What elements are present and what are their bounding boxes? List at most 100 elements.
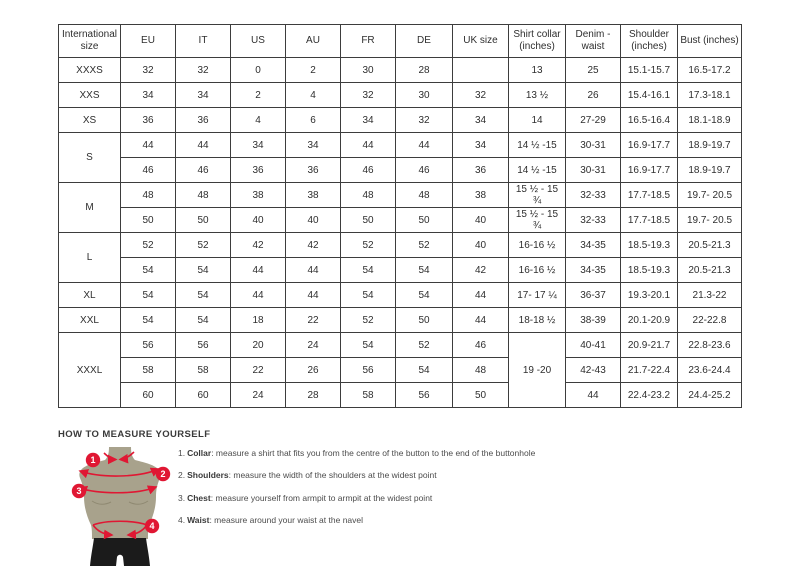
size-value-cell: 30-31 bbox=[565, 132, 621, 158]
size-value-cell: 44 bbox=[285, 282, 341, 308]
size-value-cell: 32-33 bbox=[565, 182, 621, 208]
size-value-cell: 58 bbox=[120, 357, 176, 383]
size-value-cell: 36-37 bbox=[565, 282, 621, 308]
table-row: S 44 44 34 34 44 44 34 14 ½ -15 30-31 16.9-17.7 18.… bbox=[58, 132, 742, 183]
step-number: 2. bbox=[178, 470, 186, 481]
size-value-cell: 54 bbox=[175, 307, 231, 333]
size-chart-header-row: International size EU IT US AU FR DE UK size Shi… bbox=[58, 24, 742, 58]
column-header: IT bbox=[175, 24, 231, 58]
size-value-cell: 17.7-18.5 bbox=[620, 182, 678, 208]
size-value-cell: 48 bbox=[395, 182, 453, 208]
measure-badge: 3 bbox=[76, 486, 81, 496]
column-header: AU bbox=[285, 24, 341, 58]
mannequin-figure: 1 2 3 4 bbox=[70, 445, 230, 566]
badge-circle bbox=[155, 466, 171, 482]
size-label-cell: S bbox=[58, 132, 121, 183]
size-value-cell: 50 bbox=[395, 307, 453, 333]
size-value-cell: 13 ½ bbox=[508, 82, 566, 108]
size-value-cell: 52 bbox=[340, 307, 396, 333]
size-value-cell: 52 bbox=[340, 232, 396, 258]
size-value-cell: 54 bbox=[340, 257, 396, 283]
size-value-cell: 54 bbox=[120, 307, 176, 333]
measure-badges: 1 2 3 4 bbox=[71, 452, 171, 534]
size-value-cell: 38-39 bbox=[565, 307, 621, 333]
table-row: 58 58 22 26 56 54 48 42-43 21.7-22.4 23.6-24.4 bbox=[59, 357, 742, 383]
size-value-cell: 60 bbox=[175, 382, 231, 408]
size-value-cell: 18-18 ½ bbox=[508, 307, 566, 333]
size-value-cell: 14 ½ -15 bbox=[508, 157, 566, 183]
size-value-cell: 16.9-17.7 bbox=[620, 132, 678, 158]
size-value-cell: 36 bbox=[285, 157, 341, 183]
size-value-cell: 15 ½ - 15 ¾ bbox=[508, 182, 566, 208]
size-value-cell: 52 bbox=[395, 232, 453, 258]
size-value-cell: 50 bbox=[120, 207, 176, 233]
size-value-cell: 20.9-21.7 bbox=[620, 332, 678, 358]
size-value-cell: 36 bbox=[175, 107, 231, 133]
size-value-cell: 34 bbox=[452, 132, 509, 158]
size-value-cell: 21.3-22 bbox=[677, 282, 742, 308]
size-value-cell: 34 bbox=[230, 132, 286, 158]
size-value-cell: 34-35 bbox=[565, 257, 621, 283]
step-text: : measure the width of the shoulders at … bbox=[228, 470, 437, 481]
column-header: US bbox=[230, 24, 286, 58]
size-value-cell: 48 bbox=[452, 357, 509, 383]
measure-step: 1. Collar: measure a shirt that fits you … bbox=[178, 448, 658, 459]
size-value-cell: 20.5-21.3 bbox=[677, 232, 742, 258]
size-value-cell: 2 bbox=[230, 82, 286, 108]
size-value-cell: 46 bbox=[340, 157, 396, 183]
size-value-cell: 32 bbox=[340, 82, 396, 108]
measure-step: 2. Shoulders: measure the width of the sh… bbox=[178, 470, 658, 481]
measure-step: 3. Chest: measure yourself from armpit to… bbox=[178, 492, 658, 504]
size-value-cell: 0 bbox=[230, 57, 286, 83]
size-value-cell: 42-43 bbox=[565, 357, 621, 383]
size-value-cell: 30 bbox=[395, 82, 453, 108]
shoulder-measure-line bbox=[78, 467, 161, 479]
size-value-cell: 16.5-16.4 bbox=[620, 107, 678, 133]
table-row: 60 60 24 28 58 56 50 44 22.4-23.2 24.4-25.2 bbox=[59, 382, 742, 408]
size-label-cell: XXXL bbox=[58, 332, 121, 408]
size-value-cell: 26 bbox=[285, 357, 341, 383]
size-value-cell: 18.9-19.7 bbox=[677, 157, 742, 183]
size-value-cell: 54 bbox=[340, 332, 396, 358]
size-value-cell: 40 bbox=[230, 207, 286, 233]
size-value-cell: 24 bbox=[230, 382, 286, 408]
size-value-cell: 34-35 bbox=[565, 232, 621, 258]
size-value-cell: 40 bbox=[452, 232, 509, 258]
table-row: XL 54 54 44 44 54 54 44 17- 17 ¼ 36-37 19.3-20.1 21… bbox=[58, 282, 742, 308]
size-value-cell: 16.9-17.7 bbox=[620, 157, 678, 183]
size-value-cell: 58 bbox=[175, 357, 231, 383]
size-value-cell: 19 -20 bbox=[508, 332, 566, 408]
size-value-cell: 34 bbox=[340, 107, 396, 133]
table-row: L 52 52 42 42 52 52 40 16-16 ½ 34-35 18.5-19.3 20.5… bbox=[58, 232, 742, 283]
size-value-cell: 40-41 bbox=[565, 332, 621, 358]
size-value-cell: 18.1-18.9 bbox=[677, 107, 742, 133]
size-value-cell: 25 bbox=[565, 57, 621, 83]
size-value-cell: 32 bbox=[120, 57, 176, 83]
table-row: 50 50 40 40 50 50 40 15 ½ - 15 ¾ 32-33 17.7-18.5 1… bbox=[59, 207, 742, 233]
size-value-cell: 54 bbox=[340, 282, 396, 308]
size-value-cell: 50 bbox=[452, 382, 509, 408]
size-value-cell: 22-22.8 bbox=[677, 307, 742, 333]
table-row: 54 54 44 44 54 54 42 16-16 ½ 34-35 18.5-19.3 20.5-… bbox=[59, 257, 742, 283]
column-header: DE bbox=[395, 24, 453, 58]
size-value-cell: 24 bbox=[285, 332, 341, 358]
table-row: XXXL 56 56 20 24 54 52 46 19 -20 40-41 20.9-21.7 22… bbox=[58, 332, 742, 408]
column-header: Denim - waist bbox=[565, 24, 621, 58]
size-value-cell: 16.5-17.2 bbox=[677, 57, 742, 83]
size-value-cell: 38 bbox=[285, 182, 341, 208]
measure-steps: 1. Collar: measure a shirt that fits you … bbox=[178, 448, 658, 538]
size-value-cell: 22.4-23.2 bbox=[620, 382, 678, 408]
size-value-cell: 23.6-24.4 bbox=[677, 357, 742, 383]
size-value-cell: 56 bbox=[395, 382, 453, 408]
size-value-cell: 20.5-21.3 bbox=[677, 257, 742, 283]
size-value-cell: 19.7- 20.5 bbox=[677, 207, 742, 233]
step-text: : measure yourself from armpit to armpit… bbox=[210, 492, 433, 503]
size-value-cell: 36 bbox=[452, 157, 509, 183]
step-label: Waist bbox=[187, 514, 210, 525]
size-value-cell: 44 bbox=[120, 132, 176, 158]
size-value-cell: 56 bbox=[175, 332, 231, 358]
size-value-cell: 32 bbox=[452, 82, 509, 108]
badge-circle bbox=[85, 452, 101, 468]
column-header: EU bbox=[120, 24, 176, 58]
size-value-cell: 28 bbox=[285, 382, 341, 408]
